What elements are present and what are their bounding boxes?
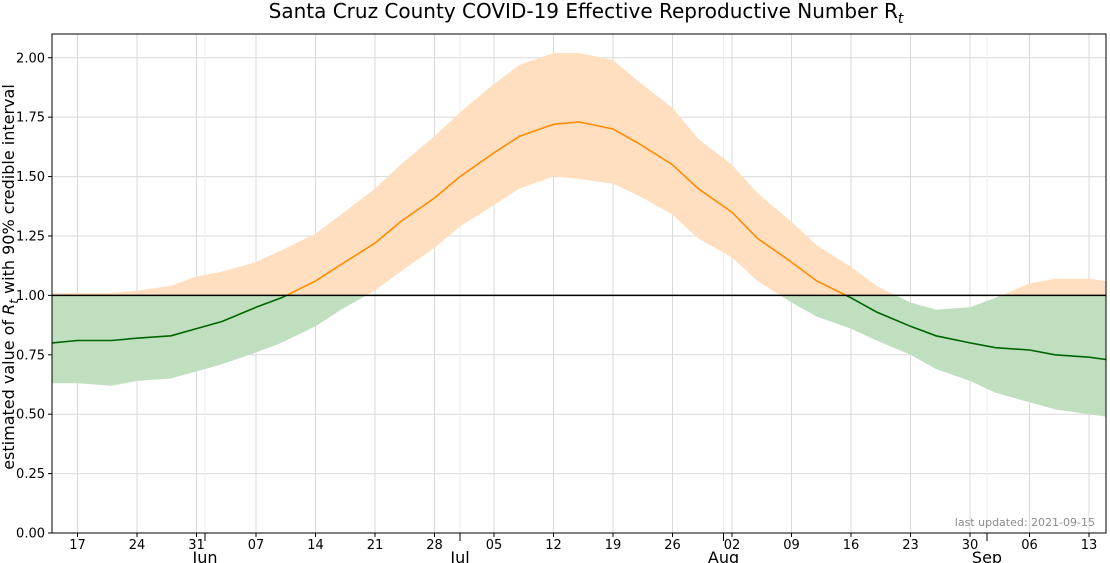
x-day-label: 17 <box>69 538 86 553</box>
y-tick-label: 1.75 <box>16 111 45 126</box>
x-day-label: 05 <box>486 538 503 553</box>
x-day-label: 28 <box>426 538 443 553</box>
chart-title: Santa Cruz County COVID-19 Effective Rep… <box>269 0 904 27</box>
x-month-label: Sep <box>972 548 1002 563</box>
y-axis-label: estimated value of Rt with 90% credible … <box>0 84 21 470</box>
y-tick-label: 0.75 <box>16 348 45 363</box>
x-day-label: 06 <box>1021 538 1038 553</box>
x-day-label: 07 <box>248 538 265 553</box>
x-day-label: 16 <box>843 538 860 553</box>
y-tick-label: 0.25 <box>16 467 45 482</box>
credible-interval-bands <box>52 53 1106 417</box>
y-tick-label: 2.00 <box>16 51 45 66</box>
last-updated-note: last updated: 2021-09-15 <box>955 516 1095 529</box>
rt-line-above <box>284 121 848 296</box>
x-day-label: 14 <box>307 538 324 553</box>
x-day-label: 24 <box>129 538 146 553</box>
y-tick-label: 0.00 <box>16 527 45 542</box>
x-month-label: Jun <box>192 548 218 563</box>
x-day-label: 21 <box>367 538 384 553</box>
x-day-label: 31 <box>188 538 205 553</box>
y-tick-label: 1.25 <box>16 229 45 244</box>
x-month-label: Jul <box>449 548 469 563</box>
x-day-label: 12 <box>545 538 562 553</box>
x-day-label: 13 <box>1081 538 1098 553</box>
rt-line-below <box>52 295 1106 361</box>
credible-band-below <box>52 295 1106 417</box>
y-tick-label: 1.00 <box>16 289 45 304</box>
credible-band-above <box>52 53 1106 296</box>
tick-labels: 0.00 0.25 0.50 0.75 1.00 1.25 1.50 1.75 2.00 17 24… <box>16 51 1097 563</box>
x-day-label: 30 <box>962 538 979 553</box>
rt-line <box>52 121 1106 361</box>
x-day-label: 02 <box>724 538 741 553</box>
y-tick-label: 1.50 <box>16 170 45 185</box>
x-day-label: 26 <box>664 538 681 553</box>
x-day-label: 09 <box>783 538 800 553</box>
x-month-label: Aug <box>708 548 739 563</box>
plot-frame <box>51 33 1107 534</box>
y-tick-label: 0.50 <box>16 408 45 423</box>
axes <box>48 33 1107 541</box>
x-day-label: 23 <box>902 538 919 553</box>
x-day-label: 19 <box>605 538 622 553</box>
